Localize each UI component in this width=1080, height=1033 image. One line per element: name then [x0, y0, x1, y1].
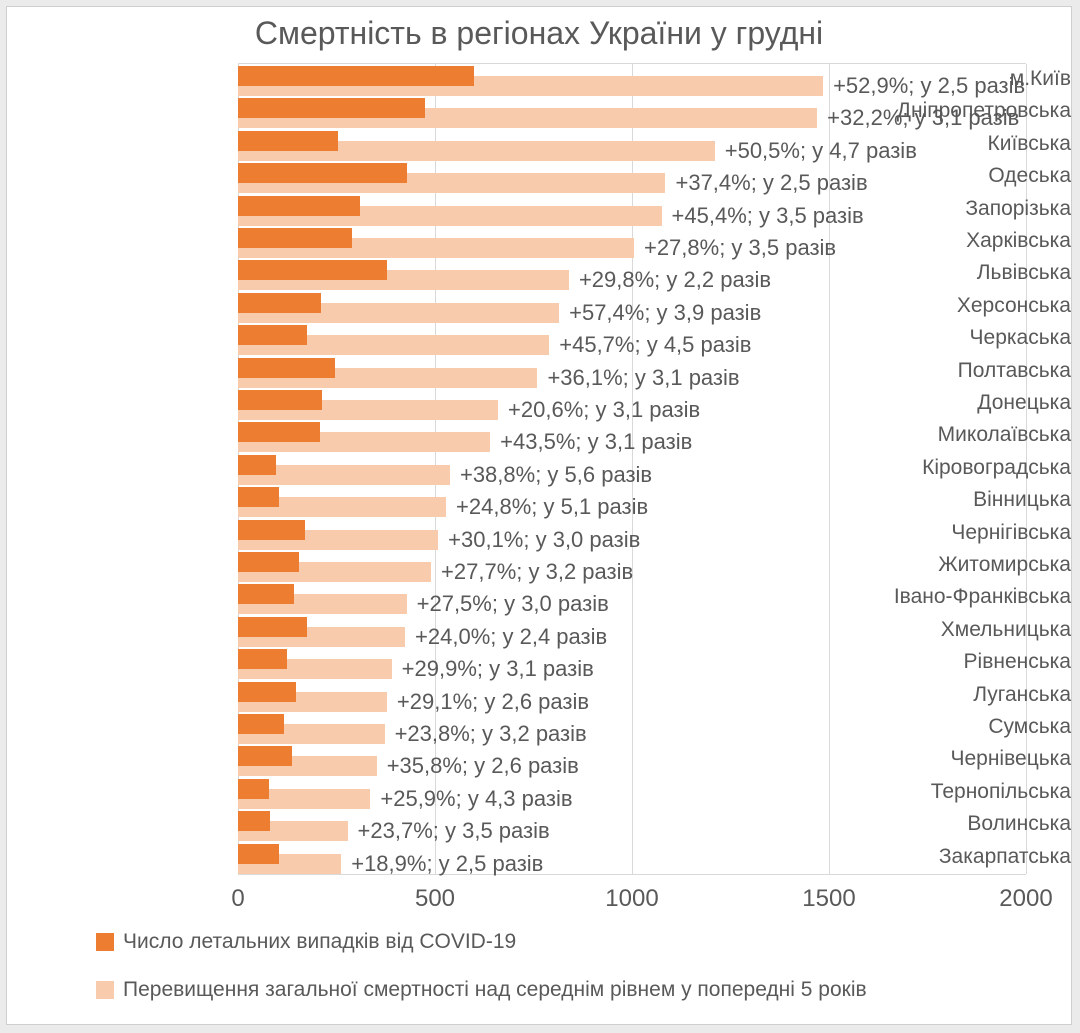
- chart-title: Смертність в регіонах України у грудні: [254, 15, 824, 51]
- category-label: Київська: [987, 131, 1072, 155]
- bar-annotation: +23,7%; у 3,5 разів: [357, 818, 550, 844]
- bar-annotation: +27,8%; у 3,5 разів: [643, 235, 837, 260]
- covid-deaths-bar: [238, 66, 475, 86]
- x-tick-label: 2000: [999, 885, 1053, 912]
- bar-annotation: +52,9%; у 2,5 разів: [833, 73, 1026, 98]
- category-label: Івано-Франківська: [893, 585, 1071, 609]
- bar-annotation: +35,8%; у 2,6 разів: [386, 753, 579, 779]
- covid-deaths-bar: [238, 454, 276, 475]
- covid-deaths-bar: [238, 519, 305, 540]
- bar-annotation: +25,9%; у 4,3 разів: [380, 785, 573, 811]
- covid-deaths-bar: [238, 843, 280, 864]
- legend-item-excess: Перевищення загальної смертності над сер…: [96, 978, 867, 1002]
- category-label: Чернівецька: [950, 747, 1071, 771]
- excess-mortality-bar: [238, 335, 550, 356]
- bar-annotation: +45,7%; у 4,5 разів: [559, 332, 752, 358]
- category-label: Вінницька: [973, 488, 1071, 512]
- category-label: Рівненська: [963, 650, 1071, 674]
- category-label: Миколаївська: [937, 423, 1071, 447]
- covid-deaths-bar: [238, 163, 408, 184]
- covid-legend-swatch: [96, 933, 114, 951]
- covid-legend-label: Число летальних випадків від COVID-19: [123, 930, 517, 953]
- covid-deaths-bar: [238, 487, 279, 508]
- bar-annotation: +45,4%; у 3,5 разів: [671, 202, 864, 228]
- grid-line: [1026, 64, 1027, 874]
- covid-deaths-bar: [238, 390, 322, 410]
- category-label: Харківська: [966, 229, 1071, 252]
- covid-deaths-bar: [238, 681, 296, 702]
- category-label: Чернігівська: [951, 520, 1071, 544]
- covid-deaths-bar: [238, 616, 307, 637]
- bar-annotation: +30,1%; у 3,0 разів: [448, 526, 641, 552]
- excess-mortality-bar: [238, 464, 450, 485]
- excess-legend-swatch: [96, 981, 114, 999]
- x-tick-label: 1000: [605, 885, 659, 912]
- covid-deaths-bar: [238, 228, 353, 248]
- covid-deaths-bar: [238, 422, 320, 443]
- bar-annotation: +20,6%; у 3,1 разів: [508, 397, 701, 422]
- category-label: Одеська: [988, 164, 1071, 188]
- x-tick-label: 1500: [802, 885, 856, 912]
- excess-mortality-bar: [238, 788, 371, 809]
- grid-line: [632, 64, 633, 874]
- covid-deaths-bar: [238, 649, 288, 670]
- bar-annotation: +23,8%; у 3,2 разів: [394, 721, 587, 746]
- covid-deaths-bar: [238, 714, 284, 734]
- bar-annotation: +36,1%; у 3,1 разів: [547, 364, 740, 390]
- category-label: Закарпатська: [938, 844, 1071, 868]
- category-label: Луганська: [973, 682, 1071, 706]
- category-label: Херсонська: [956, 293, 1071, 317]
- bar-annotation: +18,9%; у 2,5 разів: [351, 850, 544, 876]
- category-label: Дніпропетровська: [896, 99, 1071, 123]
- bar-annotation: +24,8%; у 5,1 разів: [456, 494, 649, 520]
- plot-area: +52,9%; у 2,5 разів +32,2%; у 3,1 разів +5…: [238, 63, 1027, 876]
- bar-annotation: +32,2%; у 3,1 разів: [827, 105, 1020, 131]
- category-label: Кіровоградська: [922, 455, 1071, 479]
- category-label: Донецька: [977, 391, 1071, 414]
- chart-frame: Смертність в регіонах України у грудні +…: [6, 6, 1072, 1025]
- bar-annotation: +50,5%; у 4,7 разів: [724, 137, 917, 163]
- bar-annotation: +43,5%; у 3,1 разів: [500, 429, 693, 455]
- bar-annotation: +38,8%; у 5,6 разів: [459, 461, 653, 487]
- category-label: Львівська: [976, 261, 1071, 285]
- bar-annotation: +27,7%; у 3,2 разів: [441, 559, 634, 584]
- excess-legend-label: Перевищення загальної смертності над сер…: [123, 978, 867, 1001]
- category-label: Житомирська: [938, 553, 1071, 576]
- covid-deaths-bar: [238, 260, 387, 281]
- category-label: Тернопільська: [930, 779, 1071, 803]
- grid-line: [829, 64, 830, 874]
- category-label: Хмельницька: [940, 617, 1071, 641]
- covid-deaths-bar: [238, 325, 307, 346]
- covid-deaths-bar: [238, 746, 292, 767]
- covid-deaths-bar: [238, 98, 426, 119]
- x-tick-label: 500: [414, 885, 456, 912]
- covid-deaths-bar: [238, 778, 269, 799]
- excess-mortality-bar: [238, 140, 715, 161]
- bar-annotation: +37,4%; у 2,5 разів: [675, 170, 868, 196]
- bar-annotation: +27,5%; у 3,0 разів: [416, 591, 609, 617]
- category-label: Запорізька: [965, 196, 1071, 220]
- category-label: Полтавська: [957, 358, 1071, 382]
- bar-annotation: +29,9%; у 3,1 разів: [401, 656, 594, 682]
- covid-deaths-bar: [238, 552, 299, 572]
- legend-item-covid: Число летальних випадків від COVID-19: [96, 930, 516, 954]
- excess-mortality-bar: [238, 497, 447, 518]
- bar-annotation: +29,1%; у 2,6 разів: [396, 688, 590, 714]
- bar-annotation: +29,8%; у 2,2 разів: [578, 267, 772, 293]
- bar-annotation: +57,4%; у 3,9 разів: [569, 299, 762, 325]
- category-label: Черкаська: [969, 326, 1071, 350]
- covid-deaths-bar: [238, 130, 339, 151]
- x-tick-label: 0: [231, 885, 245, 912]
- covid-deaths-bar: [238, 292, 321, 313]
- covid-deaths-bar: [238, 357, 335, 378]
- covid-deaths-bar: [238, 584, 294, 605]
- category-label: Волинська: [967, 812, 1071, 836]
- category-label: м.Київ: [1009, 67, 1071, 90]
- covid-deaths-bar: [238, 195, 361, 216]
- covid-deaths-bar: [238, 811, 270, 832]
- category-label: Сумська: [988, 715, 1071, 738]
- bar-annotation: +24,0%; у 2,4 разів: [415, 623, 608, 649]
